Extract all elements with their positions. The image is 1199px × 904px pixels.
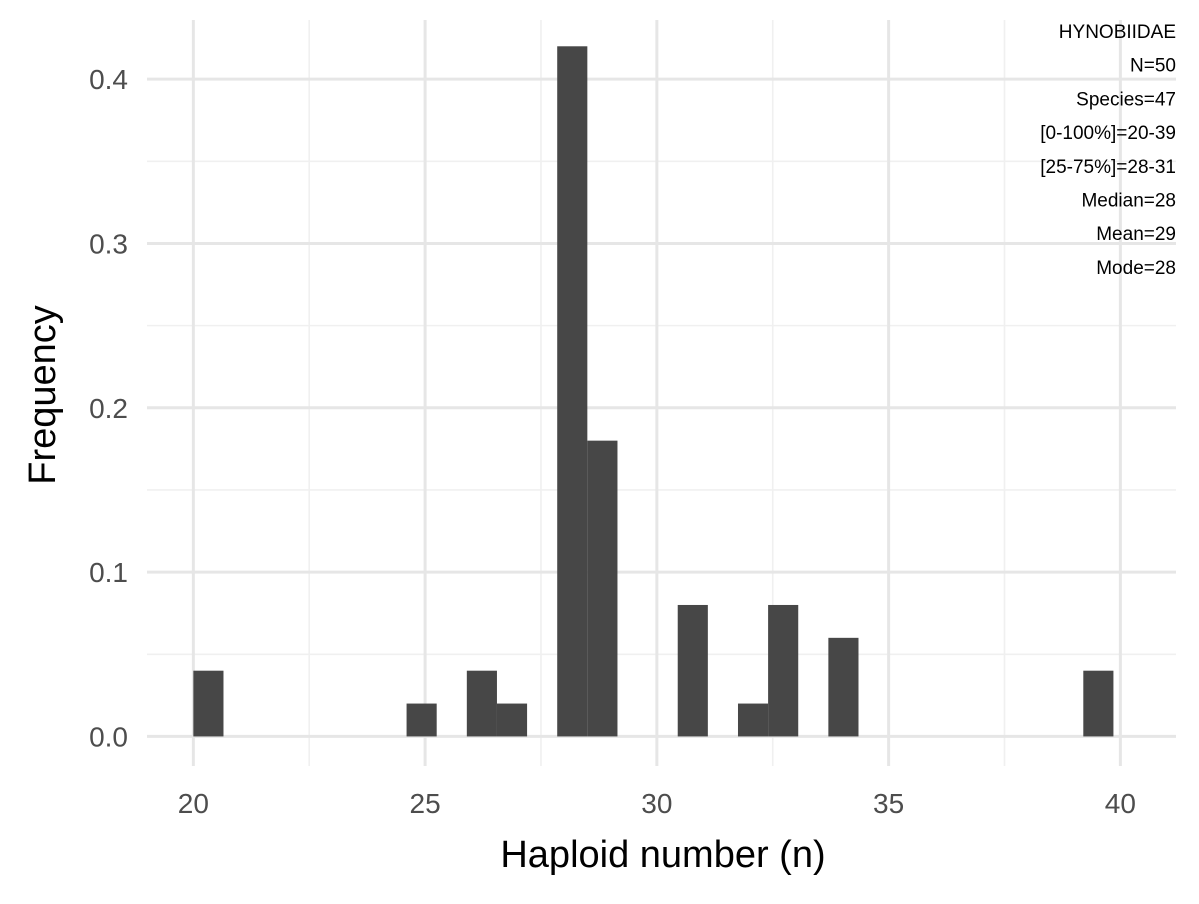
x-tick-label: 40 <box>1105 788 1136 819</box>
x-tick-label: 35 <box>873 788 904 819</box>
x-tick-label: 30 <box>641 788 672 819</box>
annotation-line: HYNOBIIDAE <box>1059 22 1176 43</box>
x-axis-tick-labels: 20 25 30 35 40 <box>178 788 1136 819</box>
x-tick-label: 20 <box>178 788 209 819</box>
y-tick-label: 0.0 <box>89 721 128 752</box>
histogram-bar <box>737 703 769 737</box>
x-tick-label: 25 <box>410 788 441 819</box>
annotation-line: N=50 <box>1130 56 1176 77</box>
y-tick-label: 0.3 <box>89 228 128 259</box>
annotation-line: [25-75%]=28-31 <box>1040 157 1176 178</box>
histogram-bar <box>828 637 859 737</box>
histogram-bars <box>193 46 1114 737</box>
histogram-bar <box>193 670 224 737</box>
minor-gridlines <box>147 20 1176 766</box>
annotation-line: [0-100%]=20-39 <box>1040 123 1176 144</box>
y-tick-label: 0.2 <box>89 393 128 424</box>
histogram-bar <box>677 604 708 737</box>
y-axis-tick-labels: 0.0 0.1 0.2 0.3 0.4 <box>89 64 128 752</box>
y-axis-title: Frequency <box>22 305 64 485</box>
annotation-line: Mode=28 <box>1096 258 1176 279</box>
histogram-bar <box>1083 670 1114 737</box>
major-gridlines <box>147 20 1176 766</box>
annotation-line: Median=28 <box>1081 191 1176 212</box>
histogram-bar <box>768 604 799 737</box>
histogram-bar <box>406 703 437 737</box>
x-axis-title: Haploid number (n) <box>500 834 825 876</box>
annotation-line: Species=47 <box>1076 89 1176 110</box>
summary-annotation: HYNOBIIDAE N=50 Species=47 [0-100%]=20-39 [2… <box>1040 22 1176 279</box>
histogram-bar <box>496 703 528 737</box>
histogram-bar <box>557 46 588 737</box>
histogram-bar <box>466 670 497 737</box>
histogram-bar <box>587 440 618 737</box>
annotation-line: Mean=29 <box>1096 224 1176 245</box>
y-tick-label: 0.1 <box>89 557 128 588</box>
y-tick-label: 0.4 <box>89 64 128 95</box>
